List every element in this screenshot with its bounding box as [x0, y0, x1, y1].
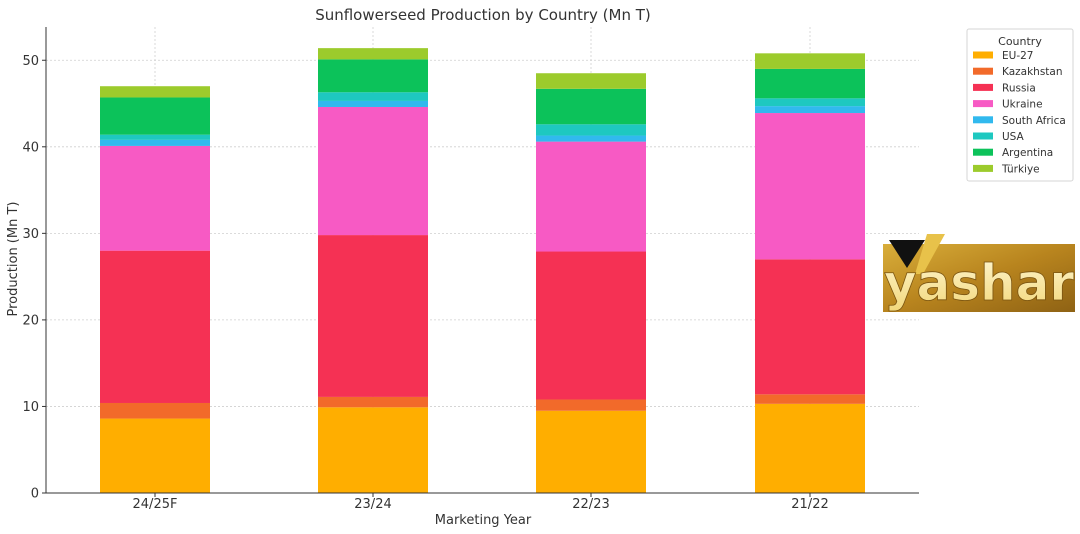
legend-entry-label: EU-27: [1002, 50, 1033, 62]
legend-swatch: [973, 83, 993, 91]
legend-entry-label: USA: [1002, 131, 1025, 143]
bar-segment-south-africa: [755, 106, 865, 114]
bar-segment-ukraine: [755, 113, 865, 260]
bar-segment-ukraine: [536, 141, 646, 252]
legend-items: EU-27 Kazakhstan Russia Ukraine South Africa…: [973, 50, 1066, 175]
bar-segment-south-africa: [536, 135, 646, 142]
y-tick-label: 50: [22, 54, 39, 69]
bar-segment-usa: [536, 124, 646, 136]
legend-entry-label: South Africa: [1002, 115, 1066, 127]
bar-segment-t-rkiye: [536, 73, 646, 89]
bar-segment-t-rkiye: [318, 48, 428, 60]
bar-segment-eu-27: [755, 403, 865, 493]
bar-segment-t-rkiye: [100, 86, 210, 98]
logo-text: yashar: [884, 254, 1074, 312]
chart-title: Sunflowerseed Production by Country (Mn …: [315, 6, 651, 24]
yashar-logo: yashar: [883, 234, 1075, 312]
bar-segment-russia: [755, 259, 865, 395]
legend-swatch: [973, 100, 993, 108]
legend-entry-label: Türkiye: [1001, 163, 1040, 175]
bar-segment-usa: [318, 92, 428, 101]
logo-gold-swoosh: [915, 234, 945, 274]
x-axis-label: Marketing Year: [435, 513, 532, 528]
y-axis-label: Production (Mn T): [6, 202, 21, 317]
bar-segment-kazakhstan: [100, 402, 210, 419]
legend-swatch: [973, 51, 993, 59]
x-tick-label: 22/23: [572, 497, 609, 512]
legend-swatch: [973, 116, 993, 124]
bar-segment-russia: [100, 250, 210, 403]
bar-segment-kazakhstan: [318, 396, 428, 408]
bar-segment-south-africa: [100, 139, 210, 146]
bar-segment-usa: [100, 134, 210, 140]
bar-segment-usa: [755, 98, 865, 107]
legend-box: [966, 28, 1074, 182]
bar-segment-ukraine: [100, 145, 210, 251]
bar-segment-south-africa: [318, 100, 428, 107]
bar-segment-eu-27: [318, 407, 428, 493]
x-tick-label: 21/22: [791, 497, 828, 512]
logo-black-triangle: [889, 240, 925, 268]
legend-swatch: [973, 164, 993, 172]
bar-segment-russia: [536, 251, 646, 400]
y-tick-label: 40: [22, 140, 39, 155]
y-tick-label: 10: [22, 400, 39, 415]
bar-segment-russia: [318, 235, 428, 397]
y-tick-labels: 0 10 20 30 40 50: [22, 54, 46, 502]
legend-entry-label: Russia: [1002, 82, 1036, 94]
legend-entry-label: Argentina: [1002, 147, 1053, 159]
axes: [45, 27, 919, 494]
bar-segment-ukraine: [318, 106, 428, 236]
legend-title: Country: [998, 35, 1042, 48]
legend-swatch: [973, 148, 993, 156]
legend-swatch: [973, 67, 993, 75]
bar-segment-argentina: [536, 88, 646, 125]
legend-entry-label: Ukraine: [1002, 99, 1043, 111]
legend-swatch: [973, 132, 993, 140]
bar-segment-argentina: [755, 68, 865, 99]
bar-segment-kazakhstan: [536, 399, 646, 411]
x-tick-labels: 24/25F 23/24 22/23 21/22: [133, 493, 829, 512]
x-tick-label: 24/25F: [133, 497, 178, 512]
legend-entry-label: Kazakhstan: [1002, 66, 1063, 78]
legend: Country EU-27 Kazakhstan Russia Ukraine Sout…: [966, 28, 1074, 182]
bar-segment-kazakhstan: [755, 394, 865, 404]
bar-segment-eu-27: [536, 410, 646, 493]
y-tick-label: 30: [22, 227, 39, 242]
y-tick-label: 20: [22, 313, 39, 328]
bar-segment-t-rkiye: [755, 53, 865, 69]
bars: [100, 48, 865, 493]
y-tick-label: 0: [31, 487, 39, 502]
bar-segment-eu-27: [100, 418, 210, 493]
x-tick-label: 23/24: [354, 497, 391, 512]
bar-segment-argentina: [100, 97, 210, 135]
bar-segment-argentina: [318, 59, 428, 93]
